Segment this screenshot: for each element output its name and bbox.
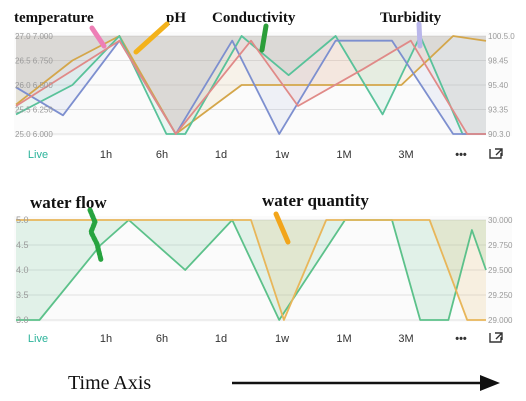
bottom-left-tick-label: 4.5 (16, 240, 29, 250)
bottom-left-axis-ticks: 5.0 4.5 4.0 3.5 3.0 (16, 215, 29, 325)
top-left-tick-label: 27.0 7.000 (15, 32, 53, 41)
bottom-left-tick-label: 3.0 (16, 315, 29, 325)
bottom-left-tick-label: 4.0 (16, 265, 29, 275)
time-button-6h[interactable]: 6h (156, 333, 168, 345)
expand-icon[interactable] (489, 148, 503, 159)
time-button-1w[interactable]: 1w (275, 149, 289, 161)
time-button-1m[interactable]: 1M (336, 333, 351, 345)
time-button-1w[interactable]: 1w (275, 333, 289, 345)
time-button-3m[interactable]: 3M (398, 333, 413, 345)
top-right-tick-label: 93.35 (488, 106, 509, 115)
series-line-temperature (15, 35, 487, 135)
series-line-ph (15, 35, 486, 135)
series-line-water-flow (16, 219, 487, 321)
top-chart-series-lines (15, 35, 487, 135)
top-left-tick-label: 26.0 6.500 (15, 81, 53, 90)
series-label-turbidity: Turbidity (380, 10, 442, 26)
series-label-water-flow: water flow (30, 193, 107, 212)
time-button-1m[interactable]: 1M (336, 149, 351, 161)
series-line-turbidity (15, 39, 486, 135)
top-left-tick-label: 26.5 6.750 (15, 57, 53, 66)
bottom-right-tick-label: 30.000 (488, 216, 513, 225)
bottom-left-tick-label: 3.5 (16, 290, 29, 300)
top-right-tick-label: 90.3.0 (488, 130, 511, 139)
series-line-conductivity (15, 39, 486, 135)
time-axis-arrowhead (480, 375, 500, 391)
water-flow-marker (87, 207, 104, 263)
time-button-1d[interactable]: 1d (215, 149, 227, 161)
series-area-water-flow (16, 220, 486, 320)
series-label-temperature: temperature (14, 10, 94, 26)
ph-marker (133, 21, 170, 55)
time-button-1h[interactable]: 1h (100, 149, 112, 161)
more-options-button[interactable]: ••• (455, 333, 467, 345)
top-left-axis-ticks: 27.0 7.000 26.5 6.750 26.0 6.500 25.5 6.250… (15, 32, 53, 139)
more-options-button[interactable]: ••• (455, 149, 467, 161)
top-left-tick-label: 25.0 6.000 (15, 130, 53, 139)
time-button-live[interactable]: Live (28, 149, 48, 161)
series-label-conductivity: Conductivity (212, 10, 296, 26)
bottom-right-tick-label: 29.250 (488, 291, 513, 300)
bottom-right-tick-label: 29.500 (488, 266, 513, 275)
time-button-6h[interactable]: 6h (156, 149, 168, 161)
top-time-range-bar: Live 1h 6h 1d 1w 1M 3M ••• (28, 148, 503, 161)
bottom-chart-area-fills (16, 220, 486, 320)
series-line-water-quantity (16, 219, 486, 321)
water-quantity-marker (273, 211, 291, 245)
bottom-chart-series-lines (16, 219, 487, 321)
bottom-right-axis-ticks: 30.000 29.750 29.500 29.250 29.000 (488, 216, 513, 325)
bottom-right-tick-label: 29.000 (488, 316, 513, 325)
top-right-tick-label: 100.5.0 (488, 32, 515, 41)
series-label-water-quantity: water quantity (262, 191, 369, 210)
top-chart: 27.0 7.000 26.5 6.750 26.0 6.500 25.5 6.250… (14, 10, 515, 161)
conductivity-marker (259, 23, 269, 53)
time-button-1h[interactable]: 1h (100, 333, 112, 345)
series-label-ph: pH (166, 10, 186, 26)
turbidity-marker (416, 21, 423, 49)
time-axis-label: Time Axis (68, 372, 151, 394)
time-button-3m[interactable]: 3M (398, 149, 413, 161)
series-area-water-quantity (16, 220, 486, 320)
top-right-tick-label: 98.45 (488, 57, 509, 66)
bottom-chart-background (14, 216, 512, 322)
top-left-tick-label: 25.5 6.250 (15, 106, 53, 115)
bottom-left-tick-label: 5.0 (16, 215, 29, 225)
top-right-tick-label: 95.40 (488, 81, 509, 90)
bottom-chart: 5.0 4.5 4.0 3.5 3.0 30.000 29.750 29.500 29.250… (14, 191, 513, 345)
bottom-time-range-bar: Live 1h 6h 1d 1w 1M 3M ••• (28, 332, 503, 345)
time-button-live[interactable]: Live (28, 333, 48, 345)
temperature-marker (89, 25, 107, 49)
expand-icon[interactable] (489, 332, 503, 343)
top-right-axis-ticks: 100.5.0 98.45 95.40 93.35 90.3.0 (488, 32, 515, 139)
bottom-right-tick-label: 29.750 (488, 241, 513, 250)
time-button-1d[interactable]: 1d (215, 333, 227, 345)
